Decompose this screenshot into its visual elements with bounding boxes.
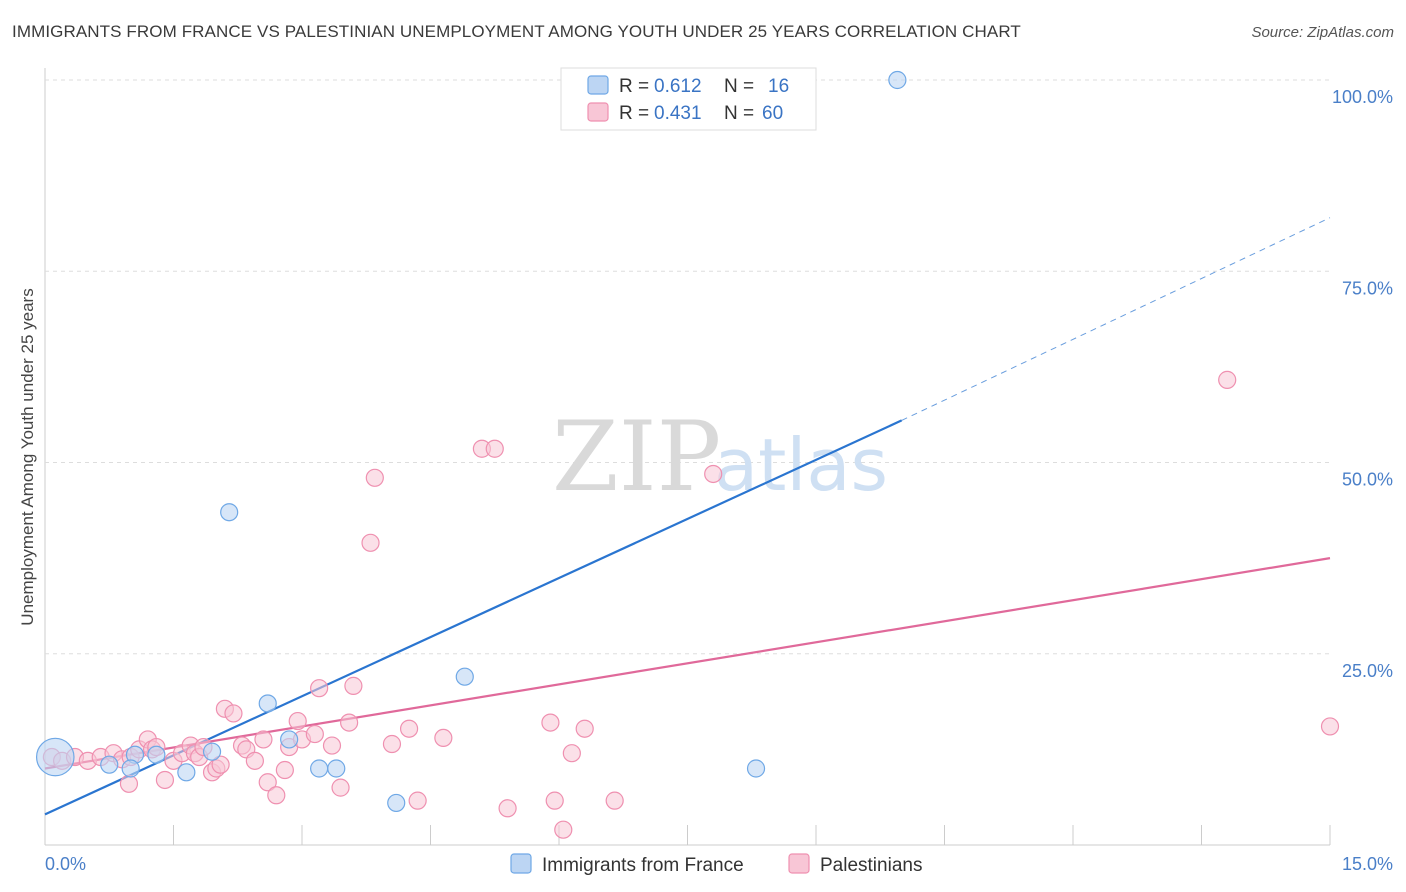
palestinians-point (541, 713, 560, 732)
gridlines (45, 79, 1330, 655)
france-point (220, 503, 239, 522)
france-point (888, 70, 907, 90)
palestinians-point (408, 791, 427, 810)
palestinians-point (1218, 370, 1237, 389)
stats-legend: R = 0.612 N = 16 R = 0.431 N = 60 (560, 67, 817, 131)
legend-n-value-pink: 60 (762, 103, 783, 124)
france-point (280, 730, 299, 749)
watermark-zip: ZIP (552, 401, 721, 513)
trendline-france-extension (901, 217, 1331, 421)
trend-lines (44, 217, 1331, 816)
legend-r-value-blue: 0.612 (654, 76, 702, 97)
france-point (258, 694, 277, 713)
palestinians-point (498, 799, 517, 818)
series-legend-label-france: Immigrants from France (542, 855, 744, 876)
france-point (177, 763, 196, 782)
palestinians-point (258, 773, 277, 792)
france-point (455, 667, 474, 686)
france-point (310, 759, 329, 778)
legend-swatch-blue (587, 75, 609, 95)
x-tick-label-max: 15.0% (1342, 854, 1393, 874)
y-tick-label-25: 25.0% (1342, 661, 1393, 681)
palestinians-point (361, 533, 380, 552)
palestinians-point (382, 734, 402, 754)
palestinians-point (275, 760, 294, 780)
palestinians-point (605, 791, 624, 810)
y-tick-labels: 25.0% 50.0% 75.0% 100.0% (1332, 87, 1393, 681)
palestinians-point (704, 464, 723, 484)
legend-n-value-blue: 16 (768, 76, 789, 97)
palestinians-point (434, 728, 453, 748)
x-tick-marks (173, 825, 1331, 845)
france-point (100, 755, 119, 774)
palestinians-point (305, 724, 324, 744)
y-tick-label-75: 75.0% (1342, 278, 1393, 298)
palestinians-point (254, 730, 273, 749)
y-tick-label-50: 50.0% (1342, 470, 1393, 490)
legend-r-value-pink: 0.431 (654, 103, 702, 124)
palestinians-point (119, 774, 139, 793)
palestinians-point (340, 713, 359, 732)
y-tick-label-100: 100.0% (1332, 87, 1393, 107)
palestinians-point (399, 719, 419, 738)
legend-n-label-blue: N = (724, 76, 754, 97)
palestinians-point (155, 770, 175, 790)
france-point (327, 759, 346, 778)
palestinians-point (545, 791, 564, 810)
series-legend: Immigrants from France Palestinians (510, 853, 922, 876)
y-axis-label: Unemployment Among Youth under 25 years (18, 288, 37, 625)
palestinians-point (485, 439, 504, 458)
palestinians-point (562, 744, 581, 763)
palestinians-point (211, 755, 230, 774)
france-point (746, 759, 766, 778)
series-legend-label-palestinians: Palestinians (820, 855, 922, 876)
source-label: Source: ZipAtlas.com (1251, 24, 1394, 41)
palestinians-point (331, 778, 350, 797)
france-points (35, 70, 907, 813)
series-legend-swatch-france (510, 853, 532, 874)
legend-swatch-pink (587, 102, 609, 122)
palestinians-point (1320, 717, 1340, 736)
legend-r-label-blue: R = (619, 76, 649, 97)
palestinians-point (344, 676, 363, 695)
france-point (147, 745, 166, 764)
series-legend-swatch-palestinians (788, 853, 810, 874)
palestinians-point (310, 679, 329, 698)
palestinians-point (322, 736, 342, 755)
x-tick-label-min: 0.0% (45, 854, 86, 874)
palestinians-point (575, 719, 594, 738)
trendline-palestinians (44, 557, 1331, 770)
palestinians-point (224, 704, 243, 723)
legend-r-label-pink: R = (619, 103, 649, 124)
france-point (121, 759, 140, 778)
palestinians-point (554, 820, 573, 839)
legend-n-label-pink: N = (724, 103, 754, 124)
palestinians-point (288, 711, 307, 731)
chart-title: IMMIGRANTS FROM FRANCE VS PALESTINIAN UN… (12, 22, 1021, 41)
france-point (202, 742, 222, 761)
france-point (35, 737, 75, 777)
palestinians-point (267, 786, 286, 805)
palestinians-point (365, 468, 384, 487)
watermark: ZIP atlas (552, 401, 888, 513)
palestinians-point (245, 751, 264, 770)
france-point (387, 793, 406, 813)
